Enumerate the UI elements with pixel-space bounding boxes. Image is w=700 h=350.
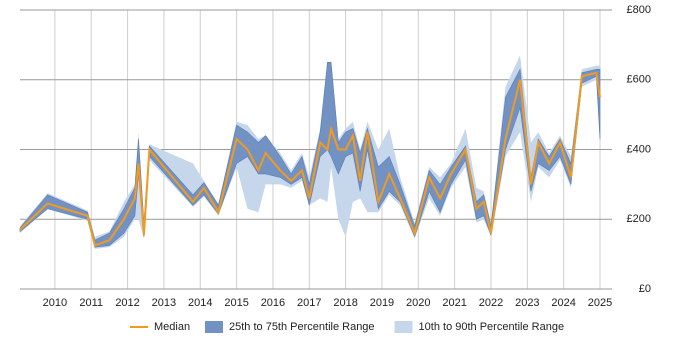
x-tick-label: 2020 [406, 297, 430, 309]
x-tick-label: 2025 [588, 297, 612, 309]
legend-swatch [394, 321, 413, 333]
y-tick-label: £600 [627, 74, 651, 86]
x-tick-label: 2012 [115, 297, 139, 309]
x-tick-label: 2016 [261, 297, 285, 309]
x-tick-label: 2015 [224, 297, 248, 309]
y-tick-label: £0 [639, 283, 651, 295]
x-tick-label: 2021 [442, 297, 466, 309]
legend-swatch [205, 321, 223, 333]
legend-label: 10th to 90th Percentile Range [419, 321, 565, 333]
x-tick-label: 2010 [43, 297, 67, 309]
x-tick-label: 2024 [551, 297, 575, 309]
median-line [19, 71, 601, 247]
x-tick-label: 2019 [370, 297, 394, 309]
y-tick-label: £400 [627, 143, 651, 155]
legend-label: 25th to 75th Percentile Range [229, 321, 375, 333]
y-tick-label: £800 [627, 4, 651, 16]
legend-label: Median [154, 321, 190, 333]
x-tick-label: 2022 [479, 297, 503, 309]
x-tick-label: 2017 [297, 297, 321, 309]
percentile-band [19, 62, 601, 248]
y-tick-label: £200 [627, 213, 651, 225]
x-tick-label: 2011 [79, 297, 103, 309]
x-tick-label: 2014 [188, 297, 212, 309]
x-tick-label: 2013 [152, 297, 176, 309]
x-tick-label: 2018 [333, 297, 357, 309]
x-tick-label: 2023 [515, 297, 539, 309]
